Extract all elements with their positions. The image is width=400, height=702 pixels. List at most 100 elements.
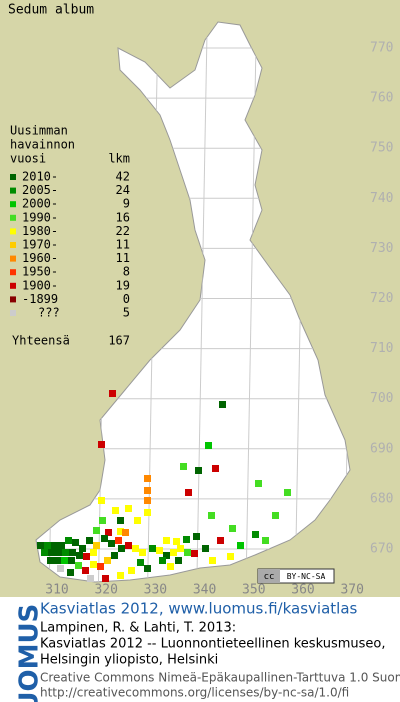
observation-square bbox=[44, 542, 51, 549]
observation-square bbox=[104, 557, 111, 564]
observation-square bbox=[97, 563, 104, 570]
observation-square bbox=[115, 537, 122, 544]
observation-square bbox=[219, 401, 226, 408]
observation-square bbox=[193, 533, 200, 540]
observation-square bbox=[55, 549, 62, 556]
legend-count: 42 bbox=[116, 170, 130, 184]
observation-square bbox=[144, 487, 151, 494]
legend-count: 16 bbox=[116, 210, 130, 224]
observation-square bbox=[167, 563, 174, 570]
observation-square bbox=[184, 549, 191, 556]
legend-heading: havainnon bbox=[10, 138, 75, 152]
observation-square bbox=[83, 553, 90, 560]
legend-total: 167 bbox=[108, 334, 130, 348]
observation-square bbox=[75, 562, 82, 569]
grid-line bbox=[196, 22, 209, 582]
legend-swatch bbox=[10, 255, 16, 262]
observation-square bbox=[180, 463, 187, 470]
observation-square bbox=[69, 549, 76, 556]
legend-count: 9 bbox=[123, 197, 130, 211]
observation-square bbox=[137, 559, 144, 566]
observation-square bbox=[156, 547, 163, 554]
observation-square bbox=[149, 545, 156, 552]
east-label: 350 bbox=[242, 583, 265, 598]
legend-heading: Uusimman bbox=[10, 124, 68, 138]
observation-square bbox=[68, 557, 75, 564]
observation-square bbox=[212, 465, 219, 472]
observation-square bbox=[57, 565, 64, 572]
observation-square bbox=[173, 538, 180, 545]
atlas-link[interactable]: Kasviatlas 2012, www.luomus.fi/kasviatla… bbox=[40, 600, 358, 618]
observation-square bbox=[132, 545, 139, 552]
observation-square bbox=[159, 557, 166, 564]
east-label: 310 bbox=[45, 583, 68, 598]
north-label: 770 bbox=[370, 41, 393, 56]
observations bbox=[37, 390, 291, 582]
observation-square bbox=[202, 545, 209, 552]
east-label: 330 bbox=[144, 583, 167, 598]
observation-square bbox=[93, 542, 100, 549]
legend-swatch bbox=[10, 201, 16, 208]
legend-count: 11 bbox=[116, 238, 130, 252]
legend-swatch bbox=[10, 174, 16, 180]
badge-cc: cc bbox=[264, 572, 275, 582]
observation-square bbox=[183, 536, 190, 543]
legend-total-label: Yhteensä bbox=[12, 334, 70, 348]
observation-square bbox=[109, 390, 116, 397]
north-label: 670 bbox=[370, 542, 393, 557]
species-title: Sedum album bbox=[8, 3, 94, 18]
observation-square bbox=[272, 512, 279, 519]
north-label: 720 bbox=[370, 291, 393, 306]
observation-square bbox=[134, 517, 141, 524]
observation-square bbox=[125, 505, 132, 512]
observation-square bbox=[144, 497, 151, 504]
license: Creative Commons Nimeä-Epäkaupallinen-Ta… bbox=[40, 671, 400, 685]
observation-square bbox=[67, 569, 74, 576]
north-label: 690 bbox=[370, 441, 393, 456]
observation-square bbox=[122, 529, 129, 536]
observation-square bbox=[163, 537, 170, 544]
observation-square bbox=[237, 542, 244, 549]
legend-swatch bbox=[10, 296, 16, 303]
badge-license: BY-NC-SA bbox=[287, 572, 326, 581]
observation-square bbox=[227, 553, 234, 560]
legend-count: 5 bbox=[123, 306, 130, 320]
observation-square bbox=[101, 535, 108, 542]
legend-count: 0 bbox=[123, 292, 130, 306]
north-label: 700 bbox=[370, 391, 393, 406]
observation-square bbox=[98, 497, 105, 504]
observation-square bbox=[144, 509, 151, 516]
observation-square bbox=[284, 489, 291, 496]
legend-swatch bbox=[10, 310, 16, 316]
legend-count: 11 bbox=[116, 251, 130, 265]
legend-swatch bbox=[10, 282, 16, 289]
observation-square bbox=[102, 575, 109, 582]
legend-label: 1950- bbox=[22, 265, 58, 279]
legend-swatch bbox=[10, 242, 16, 248]
observation-square bbox=[62, 549, 69, 556]
legend-swatch bbox=[10, 187, 16, 194]
license-url[interactable]: http://creativecommons.org/licenses/by-n… bbox=[40, 686, 349, 700]
legend-label: 1980- bbox=[22, 224, 58, 238]
legend-swatch bbox=[10, 214, 16, 221]
observation-square bbox=[117, 572, 124, 579]
observation-square bbox=[90, 549, 97, 556]
observation-square bbox=[144, 565, 151, 572]
observation-square bbox=[90, 561, 97, 568]
east-label: 360 bbox=[291, 583, 314, 598]
observation-square bbox=[82, 567, 89, 574]
north-label: 710 bbox=[370, 341, 393, 356]
observation-square bbox=[76, 552, 83, 559]
observation-square bbox=[128, 567, 135, 574]
observation-square bbox=[117, 517, 124, 524]
observation-square bbox=[105, 529, 112, 536]
east-label: 370 bbox=[340, 583, 363, 598]
north-label: 740 bbox=[370, 191, 393, 206]
legend-label: 2000- bbox=[22, 197, 58, 211]
observation-square bbox=[111, 552, 118, 559]
observation-square bbox=[175, 557, 182, 564]
north-label: 760 bbox=[370, 91, 393, 106]
observation-square bbox=[163, 552, 170, 559]
legend-count: 22 bbox=[116, 224, 130, 238]
